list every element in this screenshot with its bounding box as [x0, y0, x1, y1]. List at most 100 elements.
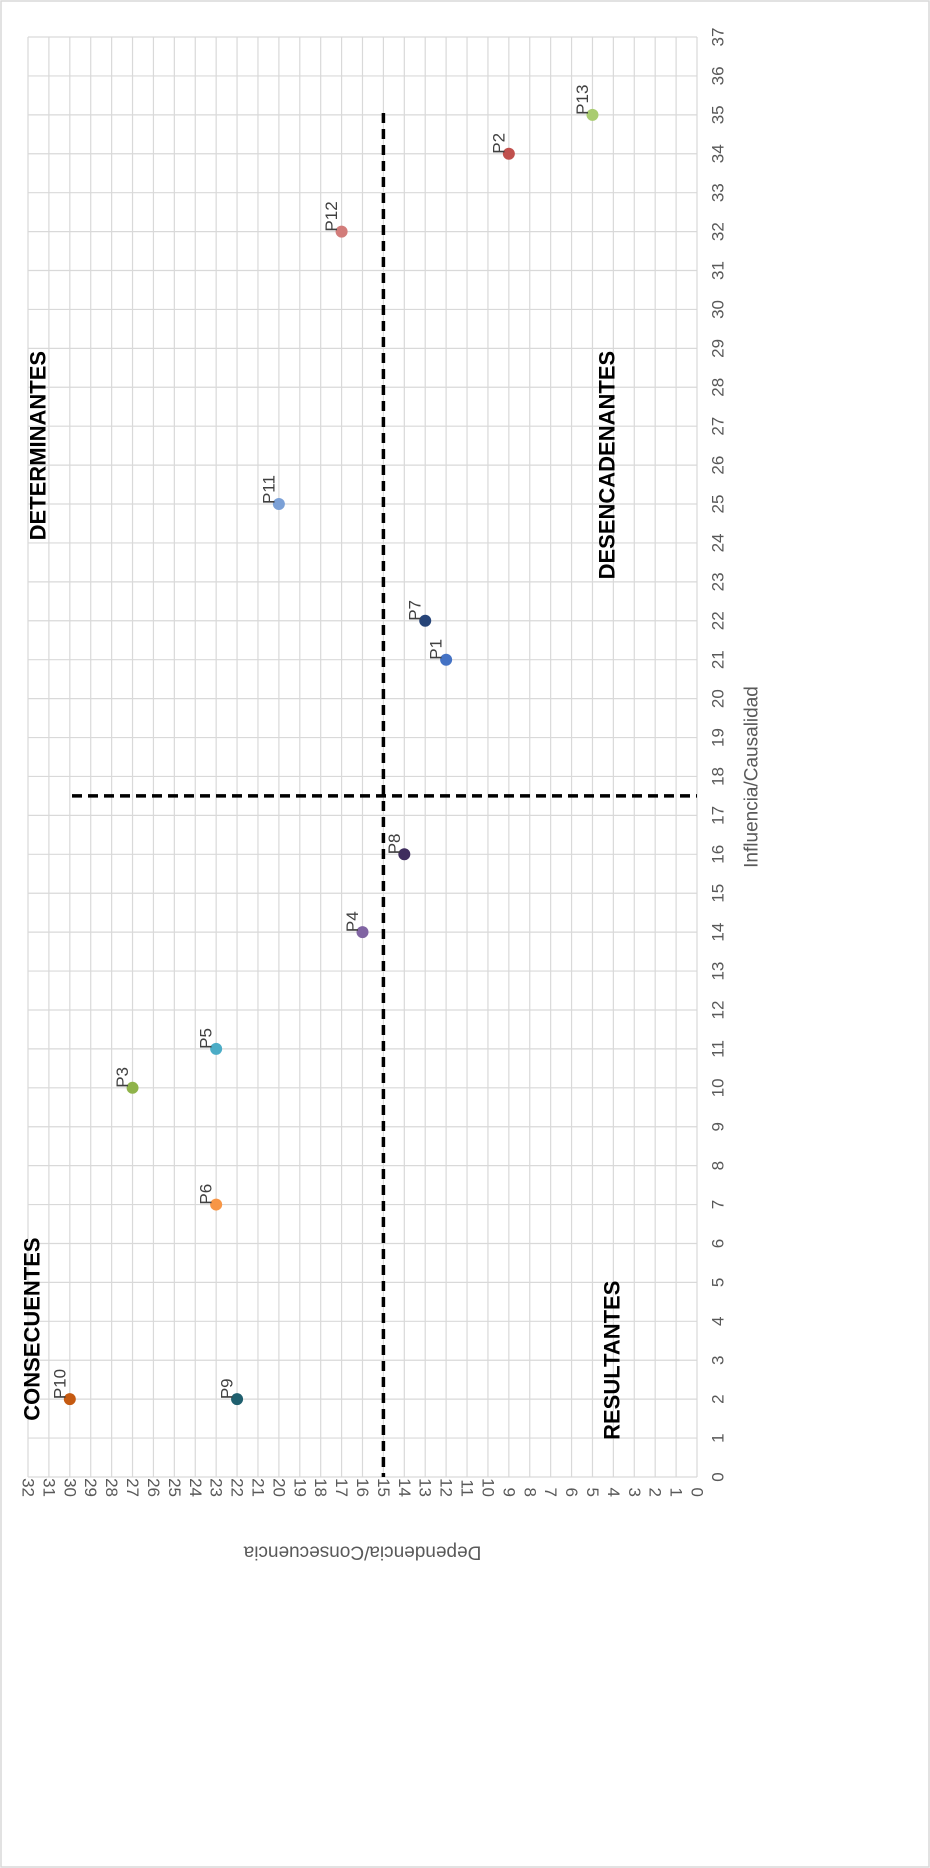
x-tick-label: 10 — [709, 1078, 728, 1097]
tick-labels: 0123456789101112131415161718192021222324… — [19, 28, 728, 1497]
x-tick-label: 17 — [709, 806, 728, 825]
quadrant-label-determinantes: DETERMINANTES — [26, 351, 51, 540]
y-tick-label: 22 — [228, 1478, 247, 1497]
x-tick-label: 20 — [709, 689, 728, 708]
y-tick-label: 15 — [374, 1478, 393, 1497]
point-p9 — [231, 1393, 244, 1406]
y-tick-label: 3 — [625, 1488, 644, 1497]
x-tick-label: 6 — [709, 1239, 728, 1248]
y-tick-label: 17 — [332, 1478, 351, 1497]
y-tick-label: 28 — [102, 1478, 121, 1497]
y-tick-label: 31 — [39, 1478, 58, 1497]
y-tick-label: 10 — [478, 1478, 497, 1497]
quadrant-label-consecuentes: CONSECUENTES — [20, 1237, 45, 1420]
point-p11 — [272, 498, 285, 511]
x-tick-label: 19 — [709, 728, 728, 747]
y-tick-label: 25 — [165, 1478, 184, 1497]
y-tick-label: 32 — [19, 1478, 38, 1497]
point-p1 — [440, 653, 453, 666]
quadrant-label-desencadenantes: DESENCADENANTES — [595, 351, 620, 580]
point-label-p8: P8 — [385, 834, 404, 855]
y-tick-label: 14 — [395, 1478, 414, 1497]
data-points: P1 P2 P3 P4 P5 P6 P7 P8 P9 P10 P11 P12 P13 — [50, 85, 599, 1406]
point-label-p5: P5 — [197, 1028, 216, 1049]
point-label-p7: P7 — [406, 600, 425, 621]
y-tick-label: 11 — [458, 1479, 477, 1497]
x-tick-label: 37 — [709, 28, 728, 47]
x-tick-label: 18 — [709, 767, 728, 786]
point-p4 — [356, 926, 369, 939]
x-tick-label: 23 — [709, 572, 728, 591]
x-tick-label: 11 — [709, 1040, 728, 1058]
point-label-p10: P10 — [50, 1369, 69, 1399]
point-p5 — [210, 1042, 223, 1055]
y-tick-label: 0 — [688, 1488, 707, 1497]
x-tick-label: 27 — [709, 417, 728, 436]
x-tick-label: 33 — [709, 183, 728, 202]
point-label-p3: P3 — [113, 1067, 132, 1088]
x-tick-label: 21 — [709, 650, 728, 669]
y-tick-label: 30 — [60, 1478, 79, 1497]
x-tick-label: 5 — [709, 1278, 728, 1287]
point-p3 — [126, 1081, 139, 1094]
x-tick-label: 22 — [709, 611, 728, 630]
point-p7 — [419, 614, 432, 627]
point-p6 — [210, 1198, 223, 1211]
point-p13 — [586, 108, 599, 121]
x-tick-label: 34 — [709, 144, 728, 163]
y-tick-label: 2 — [646, 1488, 665, 1497]
x-tick-label: 28 — [709, 378, 728, 397]
x-tick-label: 24 — [709, 533, 728, 552]
x-tick-label: 14 — [709, 923, 728, 942]
x-tick-label: 25 — [709, 495, 728, 514]
x-tick-label: 4 — [709, 1317, 728, 1326]
x-tick-label: 26 — [709, 456, 728, 475]
x-tick-label: 9 — [709, 1122, 728, 1131]
x-tick-label: 13 — [709, 962, 728, 981]
y-tick-label: 21 — [248, 1478, 267, 1497]
x-tick-label: 30 — [709, 300, 728, 319]
y-tick-label: 24 — [186, 1478, 205, 1497]
quadrant-dividers — [72, 113, 697, 1477]
point-label-p13: P13 — [573, 85, 592, 115]
x-tick-label: 16 — [709, 845, 728, 864]
point-label-p12: P12 — [322, 201, 341, 231]
y-tick-label: 5 — [583, 1488, 602, 1497]
point-p2 — [502, 147, 515, 160]
y-tick-label: 7 — [541, 1488, 560, 1497]
point-label-p6: P6 — [197, 1184, 216, 1205]
x-tick-label: 32 — [709, 222, 728, 241]
point-p8 — [398, 848, 411, 861]
x-tick-label: 0 — [709, 1472, 728, 1481]
x-axis-title: Influencia/Causalidad — [742, 686, 763, 868]
y-tick-label: 20 — [269, 1478, 288, 1497]
y-tick-label: 9 — [499, 1488, 518, 1497]
y-tick-label: 6 — [562, 1488, 581, 1497]
quadrant-labels: DETERMINANTES DESENCADENANTES CONSECUENTES… — [20, 351, 625, 1440]
y-tick-label: 8 — [520, 1488, 539, 1497]
point-p12 — [335, 225, 348, 238]
x-tick-label: 36 — [709, 66, 728, 85]
x-tick-label: 7 — [709, 1200, 728, 1209]
point-label-p1: P1 — [427, 639, 446, 660]
y-tick-label: 13 — [416, 1478, 435, 1497]
x-tick-label: 31 — [709, 261, 728, 280]
x-tick-label: 1 — [709, 1433, 728, 1442]
y-tick-label: 19 — [290, 1478, 309, 1497]
x-tick-label: 8 — [709, 1161, 728, 1170]
x-tick-label: 29 — [709, 339, 728, 358]
point-label-p11: P11 — [259, 475, 278, 504]
y-tick-label: 4 — [604, 1488, 623, 1497]
grid-lines — [27, 36, 698, 1478]
x-tick-label: 3 — [709, 1356, 728, 1365]
point-label-p9: P9 — [218, 1378, 237, 1399]
y-tick-label: 23 — [207, 1478, 226, 1497]
x-tick-label: 35 — [709, 105, 728, 124]
point-label-p2: P2 — [489, 133, 508, 154]
x-tick-label: 15 — [709, 884, 728, 903]
y-tick-label: 26 — [144, 1478, 163, 1497]
y-tick-label: 1 — [667, 1488, 686, 1497]
y-axis-title: Dependencia/Consecuencia — [243, 1542, 481, 1563]
